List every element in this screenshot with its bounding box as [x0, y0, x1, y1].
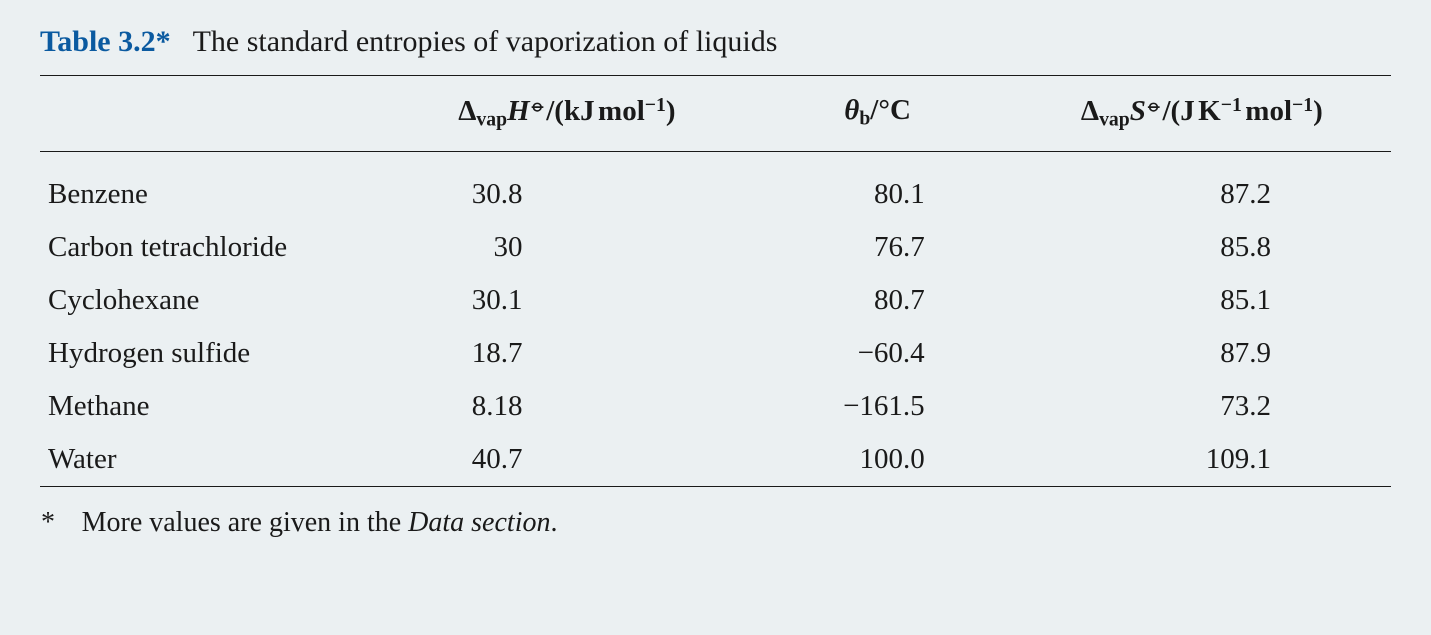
header-entropy: ΔvapS⦵/(JK−1mol−1) [1013, 76, 1391, 152]
boiling-point-value: 80.1 [743, 152, 1013, 222]
table-row: Methane 8.18 −161.5 73.2 [40, 380, 1391, 433]
boiling-point-value: 100.0 [743, 433, 1013, 487]
boiling-point-value: 80.7 [743, 274, 1013, 327]
table-row: Hydrogen sulfide 18.7 −60.4 87.9 [40, 327, 1391, 380]
data-table: ΔvapH⦵/(kJmol−1) θb/°C ΔvapS⦵/(JK−1mol−1… [40, 75, 1391, 540]
footnote: * More values are given in the Data sect… [40, 487, 1391, 541]
entropy-value: 87.9 [1013, 327, 1391, 380]
substance-name: Carbon tetrachloride [40, 221, 391, 274]
entropy-value: 85.8 [1013, 221, 1391, 274]
enthalpy-value: 18.7 [391, 327, 742, 380]
footnote-text-after: . [550, 507, 557, 538]
substance-name: Cyclohexane [40, 274, 391, 327]
entropy-value: 109.1 [1013, 433, 1391, 487]
boiling-point-value: −161.5 [743, 380, 1013, 433]
enthalpy-value: 30.1 [391, 274, 742, 327]
table-container: Table 3.2* The standard entropies of vap… [0, 0, 1431, 635]
entropy-value: 87.2 [1013, 152, 1391, 222]
table-row: Cyclohexane 30.1 80.7 85.1 [40, 274, 1391, 327]
substance-name: Benzene [40, 152, 391, 222]
header-row: ΔvapH⦵/(kJmol−1) θb/°C ΔvapS⦵/(JK−1mol−1… [40, 76, 1391, 152]
table-row: Carbon tetrachloride 30 76.7 85.8 [40, 221, 1391, 274]
header-blank [40, 76, 391, 152]
substance-name: Methane [40, 380, 391, 433]
footnote-marker: * [41, 507, 75, 539]
table-title: Table 3.2* The standard entropies of vap… [40, 22, 1391, 61]
table-number: Table 3.2* [40, 25, 171, 58]
boiling-point-value: 76.7 [743, 221, 1013, 274]
substance-name: Hydrogen sulfide [40, 327, 391, 380]
enthalpy-value: 30 [391, 221, 742, 274]
enthalpy-value: 30.8 [391, 152, 742, 222]
header-enthalpy: ΔvapH⦵/(kJmol−1) [391, 76, 742, 152]
footnote-text-before: More values are given in the [82, 507, 409, 538]
table-body: Benzene 30.8 80.1 87.2 Carbon tetrachlor… [40, 152, 1391, 487]
header-boiling-point: θb/°C [743, 76, 1013, 152]
table-row: Water 40.7 100.0 109.1 [40, 433, 1391, 487]
table-caption: The standard entropies of vaporization o… [193, 25, 778, 58]
footnote-row: * More values are given in the Data sect… [40, 487, 1391, 541]
table-row: Benzene 30.8 80.1 87.2 [40, 152, 1391, 222]
enthalpy-value: 8.18 [391, 380, 742, 433]
entropy-value: 73.2 [1013, 380, 1391, 433]
boiling-point-value: −60.4 [743, 327, 1013, 380]
substance-name: Water [40, 433, 391, 487]
enthalpy-value: 40.7 [391, 433, 742, 487]
footnote-italic: Data section [408, 507, 550, 538]
entropy-value: 85.1 [1013, 274, 1391, 327]
